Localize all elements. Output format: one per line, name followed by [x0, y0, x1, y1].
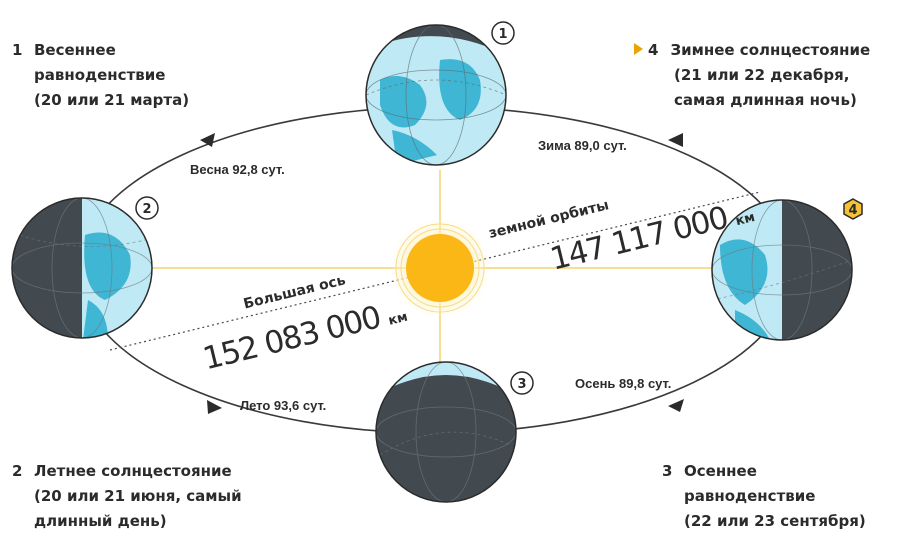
- caption-line: Осеннее: [684, 462, 757, 480]
- earth-badge-1: 1: [491, 21, 515, 45]
- earth-globe-icon: [376, 362, 516, 502]
- earth-globe-icon: [366, 25, 506, 165]
- major-axis-line: [109, 191, 761, 351]
- caption-line: Зимнее солнцестояние: [670, 41, 871, 59]
- svg-text:2: 2: [142, 202, 151, 217]
- caption-line: (20 или 21 марта): [34, 91, 190, 109]
- caption-spring-equinox: 1 Весеннее равноденствие (20 или 21 марта…: [12, 38, 189, 113]
- aphelion-distance: 152 083 000 км: [199, 293, 410, 377]
- caption-line: (21 или 22 декабря,: [674, 66, 850, 84]
- season-winter-label: Зима 89,0 сут.: [538, 138, 627, 153]
- caption-line: длинный день): [34, 512, 167, 530]
- svg-text:1: 1: [498, 27, 507, 42]
- caption-number: 2: [12, 462, 23, 480]
- highlight-triangle-icon: [634, 43, 643, 55]
- caption-summer-solstice: 2 Летнее солнцестояние (20 или 21 июня, с…: [12, 459, 242, 534]
- earth-badge-2: 2: [135, 196, 159, 220]
- caption-autumn-equinox: 3 Осеннее равноденствие (22 или 23 сентяб…: [662, 459, 866, 534]
- caption-number: 3: [662, 462, 673, 480]
- caption-line: Весеннее: [34, 41, 116, 59]
- season-spring-label: Весна 92,8 сут.: [190, 162, 285, 177]
- caption-number: 1: [12, 41, 23, 59]
- earth-badge-3: 3: [510, 371, 534, 395]
- season-summer-label: Лето 93,6 сут.: [240, 398, 326, 413]
- earth-globe-icon: [712, 200, 852, 340]
- season-autumn-label: Осень 89,8 сут.: [575, 376, 671, 391]
- sun-icon: [390, 218, 490, 318]
- caption-winter-solstice: 4 Зимнее солнцестояние (21 или 22 декабря…: [634, 38, 870, 113]
- caption-number: 4: [648, 41, 659, 59]
- caption-line: самая длинная ночь): [674, 91, 857, 109]
- caption-line: (22 или 23 сентября): [684, 512, 866, 530]
- major-axis-label: Большая ось: [242, 272, 347, 312]
- caption-line: равноденствие: [34, 66, 166, 84]
- orbit-arrow-icon: [200, 133, 684, 414]
- svg-text:3: 3: [517, 377, 526, 392]
- caption-line: Летнее солнцестояние: [34, 462, 232, 480]
- caption-line: равноденствие: [684, 487, 816, 505]
- svg-text:4: 4: [848, 203, 857, 218]
- earth-badge-4: 4: [843, 198, 863, 220]
- earth-globe-icon: [12, 198, 152, 338]
- caption-line: (20 или 21 июня, самый: [34, 487, 242, 505]
